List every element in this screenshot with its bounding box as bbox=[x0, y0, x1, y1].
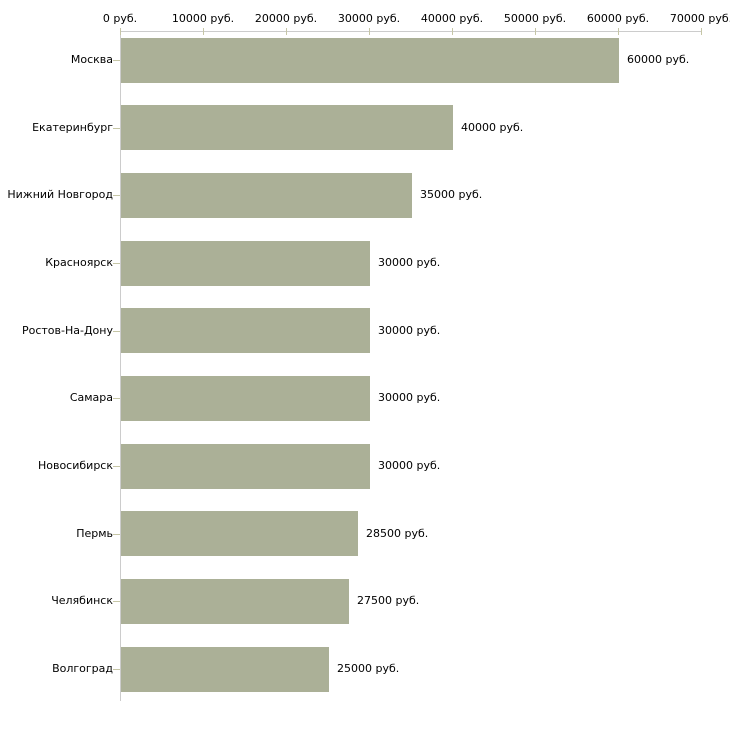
value-label: 60000 руб. bbox=[627, 53, 690, 66]
y-tick-mark bbox=[113, 669, 120, 670]
category-label: Челябинск bbox=[51, 594, 113, 607]
category-label: Волгоград bbox=[52, 662, 113, 675]
bar bbox=[121, 38, 619, 83]
x-tick-mark bbox=[369, 28, 370, 35]
value-label: 25000 руб. bbox=[337, 662, 400, 675]
value-label: 30000 руб. bbox=[378, 324, 441, 337]
value-label: 28500 руб. bbox=[366, 527, 429, 540]
x-tick-mark bbox=[535, 28, 536, 35]
x-tick-mark bbox=[286, 28, 287, 35]
bar bbox=[121, 376, 370, 421]
category-label: Самара bbox=[69, 391, 113, 404]
y-tick-mark bbox=[113, 60, 120, 61]
x-axis-line bbox=[120, 31, 701, 32]
y-tick-mark bbox=[113, 331, 120, 332]
category-label: Новосибирск bbox=[37, 459, 113, 472]
bar bbox=[121, 647, 329, 692]
x-tick-label: 20000 руб. bbox=[254, 12, 318, 25]
bar bbox=[121, 105, 453, 150]
bar bbox=[121, 241, 370, 286]
bar bbox=[121, 444, 370, 489]
category-label: Москва bbox=[70, 53, 113, 66]
y-tick-mark bbox=[113, 195, 120, 196]
x-tick-label: 50000 руб. bbox=[503, 12, 567, 25]
value-label: 40000 руб. bbox=[461, 121, 524, 134]
x-tick-label: 60000 руб. bbox=[586, 12, 650, 25]
y-tick-mark bbox=[113, 398, 120, 399]
category-label: Пермь bbox=[76, 527, 113, 540]
category-label: Красноярск bbox=[45, 256, 113, 269]
y-axis-line bbox=[120, 31, 121, 701]
y-tick-mark bbox=[113, 263, 120, 264]
x-tick-label: 30000 руб. bbox=[337, 12, 401, 25]
x-tick-mark bbox=[452, 28, 453, 35]
value-label: 27500 руб. bbox=[357, 594, 420, 607]
value-label: 30000 руб. bbox=[378, 391, 441, 404]
x-tick-label: 40000 руб. bbox=[420, 12, 484, 25]
value-label: 35000 руб. bbox=[420, 188, 483, 201]
value-label: 30000 руб. bbox=[378, 256, 441, 269]
category-label: Нижний Новгород bbox=[7, 188, 113, 201]
bar bbox=[121, 308, 370, 353]
y-tick-mark bbox=[113, 466, 120, 467]
bar bbox=[121, 579, 349, 624]
y-tick-mark bbox=[113, 601, 120, 602]
x-tick-label: 0 руб. bbox=[102, 12, 138, 25]
category-label: Ростов-На-Дону bbox=[21, 324, 113, 337]
x-tick-label: 70000 руб. bbox=[669, 12, 730, 25]
x-tick-mark bbox=[203, 28, 204, 35]
bar bbox=[121, 511, 358, 556]
x-tick-mark bbox=[701, 28, 702, 35]
bar bbox=[121, 173, 412, 218]
x-tick-label: 10000 руб. bbox=[171, 12, 235, 25]
category-label: Екатеринбург bbox=[32, 121, 113, 134]
value-label: 30000 руб. bbox=[378, 459, 441, 472]
x-tick-mark bbox=[120, 28, 121, 35]
y-tick-mark bbox=[113, 534, 120, 535]
x-tick-mark bbox=[618, 28, 619, 35]
y-tick-mark bbox=[113, 128, 120, 129]
